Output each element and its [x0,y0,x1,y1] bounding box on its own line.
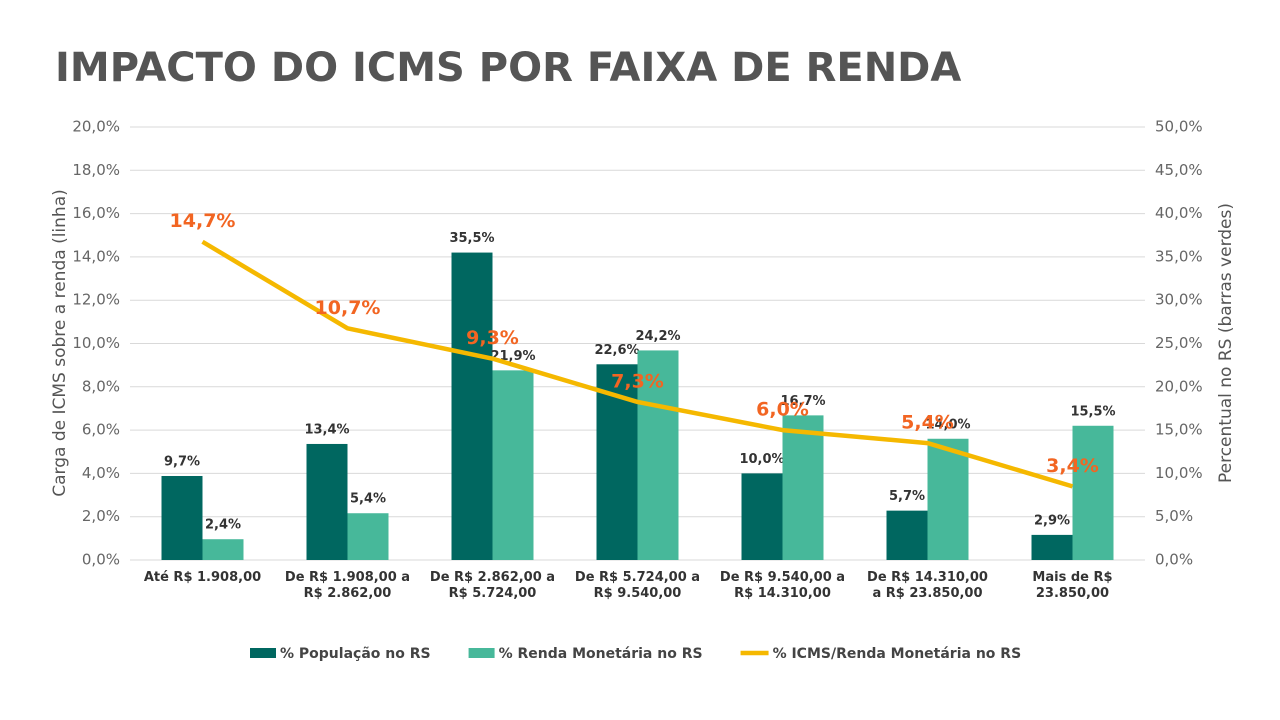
y-tick-label: 16,0% [72,204,120,222]
bar [1072,425,1114,560]
bar-value-label: 35,5% [449,231,494,246]
bar-value-label: 22,6% [594,343,639,358]
bar [782,415,824,560]
bar [927,438,969,560]
bar-value-label: 16,7% [780,394,825,409]
legend-label: % Renda Monetária no RS [499,646,703,662]
bar [306,443,348,560]
y2-tick-label: 25,0% [1155,334,1203,352]
bar [451,252,493,560]
y2-tick-label: 5,0% [1155,507,1193,525]
y2-tick-label: 30,0% [1155,291,1203,309]
bar [886,510,928,560]
x-tick-label: De R$ 2.862,00 a R$ 5.724,00 [429,570,556,601]
legend-label: % População no RS [280,646,431,662]
line-value-label: 9,3% [466,327,519,349]
bar-value-label: 5,4% [350,492,386,507]
y2-tick-label: 10,0% [1155,464,1203,482]
y-tick-label: 0,0% [82,551,120,569]
bar-value-label: 2,9% [1034,513,1070,528]
legend-swatch [468,648,495,658]
y2-tick-label: 35,0% [1155,247,1203,265]
y-tick-label: 2,0% [82,507,120,525]
x-tick-label: De R$ 14.310,00 a R$ 23.850,00 [867,570,988,601]
x-tick-label: Até R$ 1.908,00 [143,570,262,585]
x-tick-label: De R$ 5.724,00 a R$ 9.540,00 [574,570,701,601]
line-value-label: 14,7% [170,210,236,232]
line-value-label: 5,4% [901,412,954,434]
y2-tick-label: 50,0% [1155,118,1203,136]
bar-value-label: 15,5% [1070,404,1115,419]
y2-tick-label: 40,0% [1155,204,1203,222]
bar [202,539,244,560]
y2-tick-label: 45,0% [1155,161,1203,179]
line-value-label: 3,4% [1046,455,1099,477]
line-value-label: 6,0% [756,399,809,421]
legend-swatch [250,648,276,658]
y-tick-label: 10,0% [72,334,120,352]
bar [492,370,534,560]
bar [347,513,389,560]
line-value-label: 7,3% [611,370,664,392]
y-tick-label: 4,0% [82,464,120,482]
chart-title: IMPACTO DO ICMS POR FAIXA DE RENDA [55,45,961,91]
y-tick-label: 20,0% [72,118,120,136]
bar-value-label: 24,2% [635,329,680,344]
y-tick-label: 12,0% [72,291,120,309]
y-tick-label: 14,0% [72,247,120,265]
line [201,239,1074,489]
bar [161,475,203,560]
y-axis-title: Carga de ICMS sobre a renda (linha) [50,189,70,496]
y2-axis-title: Percentual no RS (barras verdes) [1216,203,1236,483]
y2-tick-label: 0,0% [1155,551,1193,569]
x-tick-label: De R$ 1.908,00 a R$ 2.862,00 [284,570,411,601]
y-tick-label: 6,0% [82,421,120,439]
bar [741,473,783,560]
bar-value-label: 9,7% [164,454,200,469]
y-tick-label: 18,0% [72,161,120,179]
x-tick-label: Mais de R$ 23.850,00 [1032,570,1113,601]
bar-value-label: 14,0% [925,417,970,432]
y2-tick-label: 20,0% [1155,377,1203,395]
bar-value-label: 2,4% [205,518,241,533]
bar [1031,534,1073,560]
y-tick-label: 8,0% [82,377,120,395]
y2-tick-label: 15,0% [1155,421,1203,439]
bar-value-label: 13,4% [304,422,349,437]
legend-label: % ICMS/Renda Monetária no RS [773,646,1022,662]
line-value-label: 10,7% [315,297,381,319]
x-tick-label: De R$ 9.540,00 a R$ 14.310,00 [719,570,846,601]
bar [637,350,679,560]
bar-value-label: 5,7% [889,489,925,504]
bar-value-label: 10,0% [739,452,784,467]
